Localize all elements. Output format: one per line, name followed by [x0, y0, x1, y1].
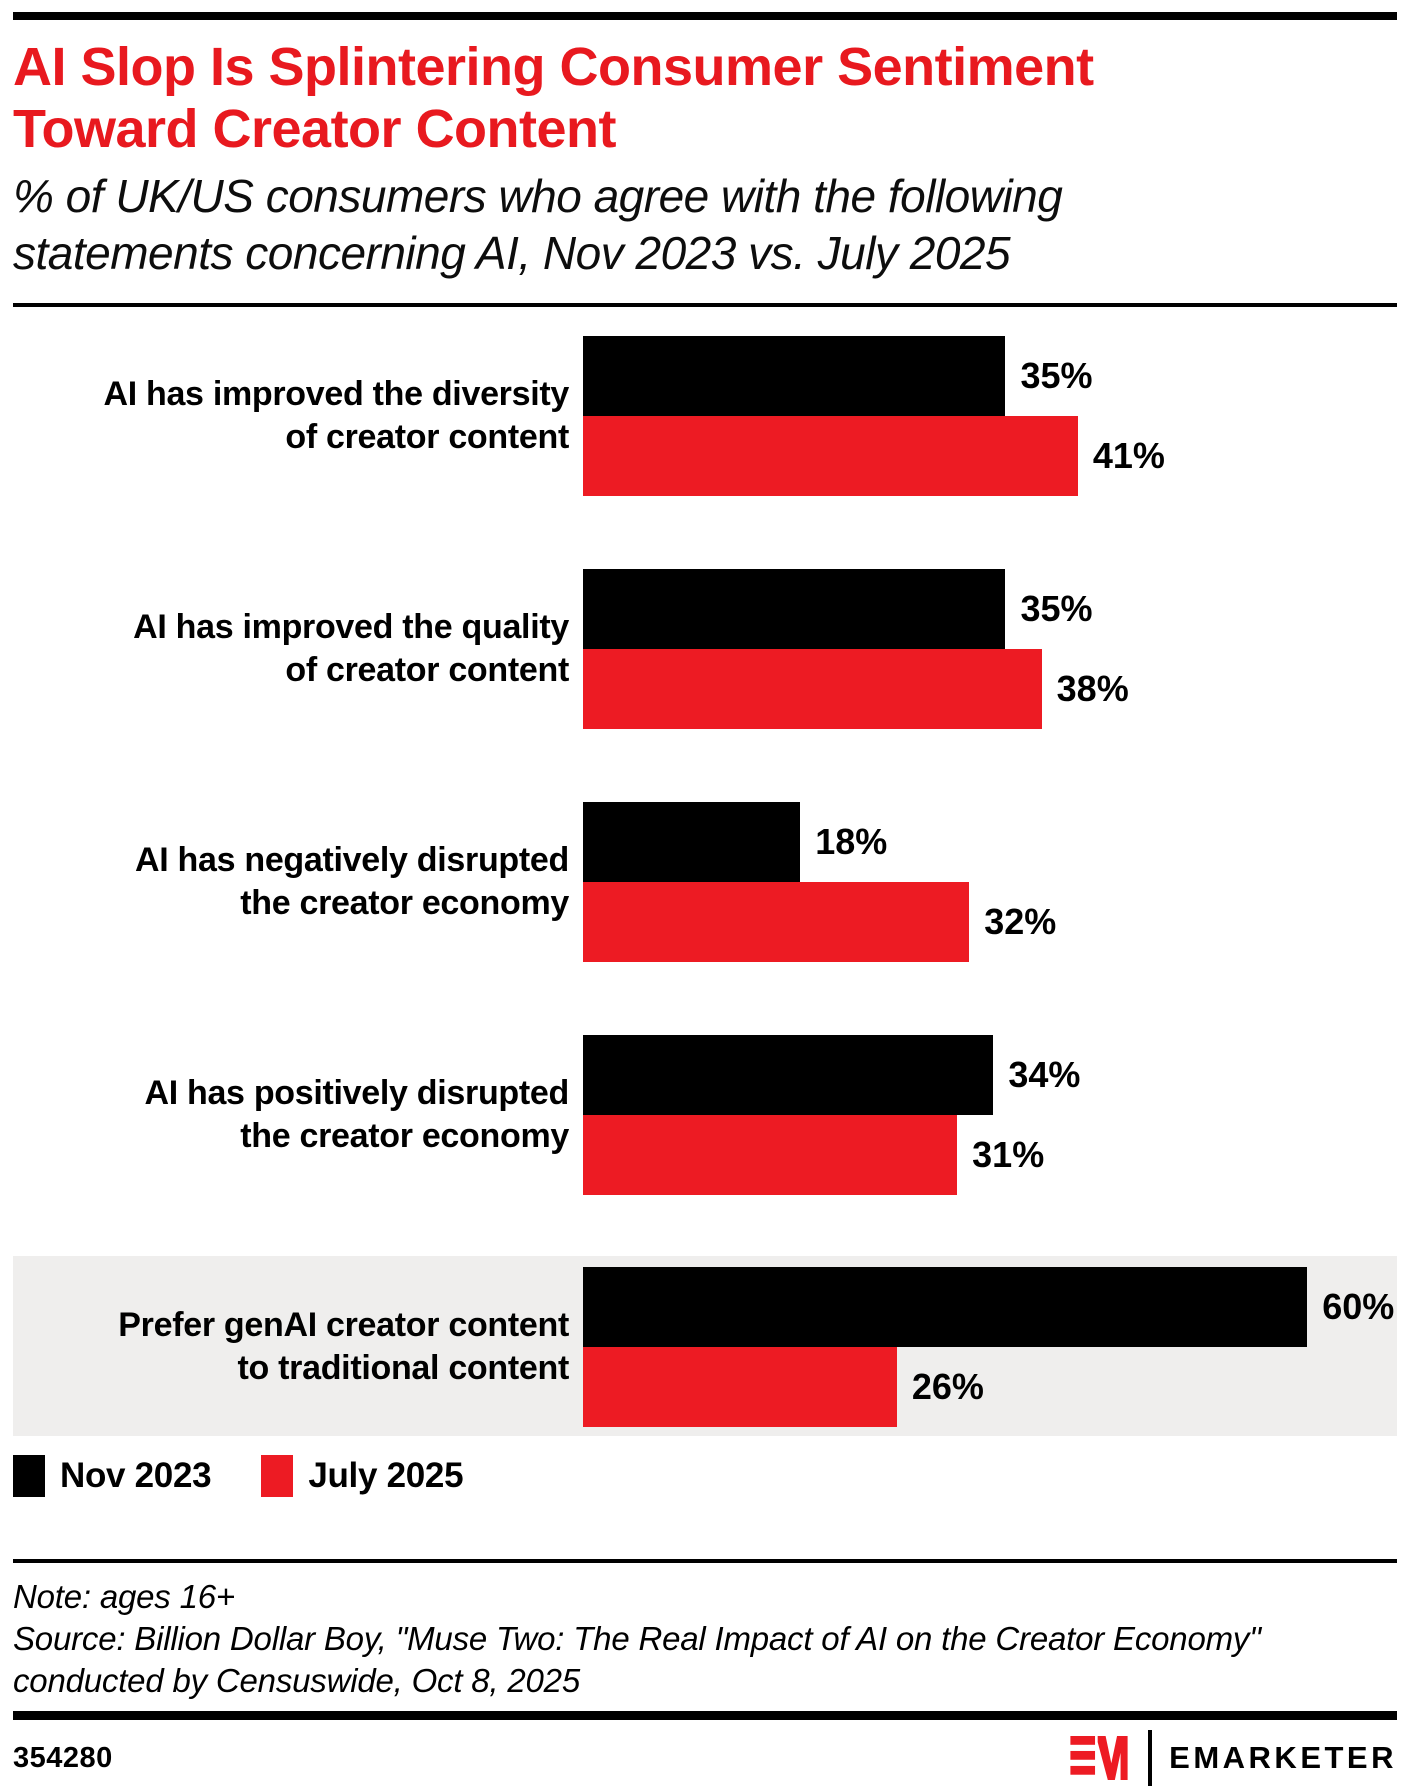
bar-value-label: 18% [815, 821, 888, 862]
category-label-line: AI has improved the quality [133, 608, 569, 646]
source-text-line-2: conducted by Censuswide, Oct 8, 2025 [13, 1662, 580, 1699]
footer-bar: 354280 EMARKETER [13, 1728, 1397, 1788]
bar-line-july-2025: 38% [583, 649, 1397, 729]
bar-value-label: 41% [1092, 435, 1165, 476]
category-label-line: AI has negatively disrupted [134, 841, 569, 879]
top-rule [13, 12, 1397, 20]
emarketer-logo: EMARKETER [1067, 1730, 1397, 1786]
em-monogram-icon [1070, 1736, 1128, 1780]
bar-july-2025 [583, 882, 970, 962]
category-label-line: to traditional content [237, 1349, 570, 1387]
bar-nov-2023 [583, 802, 801, 882]
source-text-line-1: Source: Billion Dollar Boy, "Muse Two: T… [13, 1620, 1261, 1657]
legend-label: July 2025 [308, 1456, 464, 1495]
bar-value-label: 35% [1020, 355, 1093, 396]
title-line-1: AI Slop Is Splintering Consumer Sentimen… [13, 37, 1094, 97]
bar-nov-2023 [583, 1267, 1308, 1347]
legend-swatch-nov-2023 [13, 1455, 45, 1497]
legend-item-july-2025: July 2025 [261, 1455, 464, 1497]
infographic-page: AI Slop Is Splintering Consumer Sentimen… [0, 12, 1410, 1788]
bar-pair: 34% 31% [583, 1035, 1397, 1195]
subtitle-line-2: statements concerning AI, Nov 2023 vs. J… [13, 227, 1011, 279]
category-label: AI has improved the quality of creator co… [13, 606, 569, 692]
bar-value-label: 26% [911, 1366, 984, 1407]
bar-value-label: 38% [1056, 668, 1129, 709]
bar-pair: 18% 32% [583, 802, 1397, 962]
chart-row-diversity: AI has improved the diversity of creator … [13, 336, 1397, 496]
logo-divider [1148, 1730, 1153, 1786]
footer-rule [13, 1711, 1397, 1720]
bar-line-july-2025: 32% [583, 882, 1397, 962]
chart-id: 354280 [13, 1741, 113, 1774]
page-subtitle: % of UK/US consumers who agree with the … [13, 168, 1397, 282]
bar-value-label: 60% [1322, 1286, 1395, 1327]
bar-july-2025 [583, 416, 1078, 496]
bar-line-july-2025: 26% [583, 1347, 1397, 1427]
bar-july-2025 [583, 1115, 958, 1195]
bar-july-2025 [583, 649, 1042, 729]
chart-row-negatively-disrupted: AI has negatively disrupted the creator e… [13, 802, 1397, 962]
category-label: AI has negatively disrupted the creator e… [13, 839, 569, 925]
bar-value-label: 32% [984, 901, 1057, 942]
category-label-line: the creator economy [240, 1117, 569, 1155]
notes-divider [13, 1559, 1397, 1563]
chart-row-quality: AI has improved the quality of creator co… [13, 569, 1397, 729]
category-label-line: of creator content [285, 651, 569, 689]
bar-nov-2023 [583, 336, 1006, 416]
bar-nov-2023 [583, 1035, 994, 1115]
bar-nov-2023 [583, 569, 1006, 649]
chart-row-positively-disrupted: AI has positively disrupted the creator e… [13, 1035, 1397, 1195]
bar-line-nov-2023: 60% [583, 1267, 1397, 1347]
bar-july-2025 [583, 1347, 897, 1427]
bar-value-label: 35% [1020, 588, 1093, 629]
chart-row-prefer-genai-highlighted: Prefer genAI creator content to tradition… [13, 1256, 1397, 1436]
category-label: AI has improved the diversity of creator … [13, 373, 569, 459]
bar-line-nov-2023: 35% [583, 336, 1397, 416]
bar-pair: 60% 26% [583, 1267, 1397, 1427]
category-label-line: of creator content [285, 418, 569, 456]
chart-legend: Nov 2023 July 2025 [13, 1455, 1397, 1497]
category-label: AI has positively disrupted the creator e… [13, 1072, 569, 1158]
header-divider [13, 303, 1397, 307]
category-label-line: AI has positively disrupted [144, 1074, 569, 1112]
bar-line-july-2025: 31% [583, 1115, 1397, 1195]
subtitle-line-1: % of UK/US consumers who agree with the … [13, 170, 1063, 222]
legend-swatch-july-2025 [261, 1455, 294, 1497]
bar-pair: 35% 41% [583, 336, 1397, 496]
bar-line-july-2025: 41% [583, 416, 1397, 496]
bar-pair: 35% 38% [583, 569, 1397, 729]
category-label-line: Prefer genAI creator content [118, 1306, 569, 1344]
category-label-line: AI has improved the diversity [103, 375, 569, 413]
brand-name: EMARKETER [1169, 1740, 1397, 1775]
title-line-2: Toward Creator Content [13, 99, 617, 159]
category-label: Prefer genAI creator content to tradition… [13, 1304, 569, 1390]
bar-value-label: 34% [1008, 1054, 1081, 1095]
bar-line-nov-2023: 34% [583, 1035, 1397, 1115]
bar-chart: AI has improved the diversity of creator … [13, 336, 1397, 1436]
bar-line-nov-2023: 35% [583, 569, 1397, 649]
bar-line-nov-2023: 18% [583, 802, 1397, 882]
category-label-line: the creator economy [240, 884, 569, 922]
note-text: Note: ages 16+ [13, 1578, 235, 1615]
notes-block: Note: ages 16+ Source: Billion Dollar Bo… [13, 1576, 1397, 1702]
legend-item-nov-2023: Nov 2023 [13, 1455, 212, 1497]
page-title: AI Slop Is Splintering Consumer Sentimen… [13, 36, 1397, 160]
legend-label: Nov 2023 [60, 1456, 212, 1495]
bar-value-label: 31% [972, 1134, 1045, 1175]
